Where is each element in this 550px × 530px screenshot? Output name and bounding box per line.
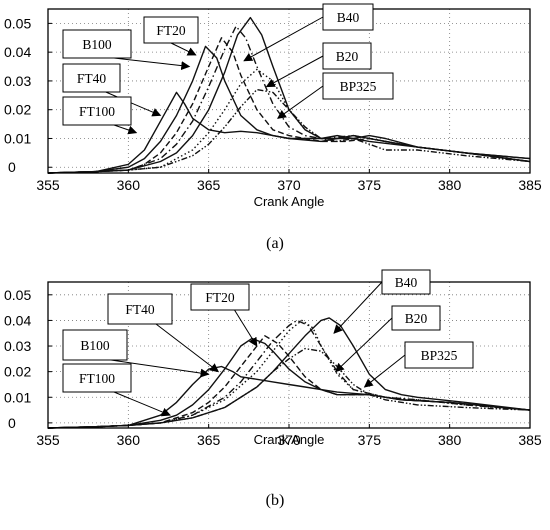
callout-label-ft20: FT20 [205, 290, 235, 305]
callout-label-b100: B100 [82, 37, 112, 52]
callout-arrow [113, 124, 138, 135]
x-tick-label: 360 [117, 177, 141, 193]
x-tick-label: 365 [197, 432, 221, 448]
x-tick-label: 365 [197, 177, 221, 193]
callout-box [62, 363, 132, 393]
callout-box [62, 29, 132, 59]
y-tick-label: 0.03 [4, 73, 31, 89]
x-tick-label: 370 [277, 177, 301, 193]
y-tick-label: 0.01 [4, 389, 31, 405]
x-tick-label: 355 [36, 177, 60, 193]
callout-box [190, 283, 250, 311]
callout-arrow [155, 323, 220, 373]
callout-label-b40: B40 [395, 275, 418, 290]
callout-label-bp325: BP325 [421, 348, 458, 363]
callout-arrow [333, 281, 383, 334]
series-line-b100 [47, 37, 531, 174]
x-tick-label: 355 [36, 432, 60, 448]
callout-label-ft100: FT100 [79, 371, 115, 386]
callout-box [62, 96, 132, 126]
x-tick-label: 385 [518, 177, 542, 193]
callout-label-b100: B100 [80, 338, 110, 353]
panel-label: (b) [266, 492, 285, 509]
callout-box [404, 341, 474, 369]
y-tick-label: 0.02 [4, 102, 31, 118]
callout-box [107, 293, 173, 325]
series-line-ft40 [47, 45, 531, 174]
callout-box [381, 269, 431, 295]
callout-arrow [105, 91, 162, 117]
callout-arrow [170, 42, 197, 56]
y-tick-label: 0.04 [4, 44, 31, 60]
series-line-bp325 [47, 347, 531, 429]
callout-arrow [334, 317, 393, 373]
callout-box [62, 329, 128, 361]
callout-arrow [113, 57, 191, 71]
callout-label-ft40: FT40 [77, 71, 107, 86]
callout-box [391, 305, 441, 331]
x-tick-label: 385 [518, 432, 542, 448]
y-tick-label: 0.04 [4, 312, 31, 328]
series-line-ft20 [47, 25, 531, 174]
callout-label-b40: B40 [337, 10, 360, 25]
x-axis-title: Crank Angle [254, 432, 325, 447]
x-tick-label: 360 [117, 432, 141, 448]
y-tick-label: 0.02 [4, 364, 31, 380]
callout-arrow [113, 391, 171, 417]
y-tick-label: 0.05 [4, 287, 31, 303]
x-tick-label: 375 [358, 177, 382, 193]
callout-label-ft40: FT40 [125, 302, 155, 317]
x-axis-title: Crank Angle [254, 194, 325, 209]
x-tick-label: 370 [277, 432, 301, 448]
callout-box [322, 72, 394, 100]
callout-arrow [110, 359, 210, 378]
y-tick-label: 0.01 [4, 130, 31, 146]
callout-arrow [265, 55, 324, 88]
x-tick-label: 375 [358, 432, 382, 448]
series-line-b20 [47, 319, 531, 429]
series-line-b40 [47, 317, 531, 429]
callout-arrow [363, 354, 406, 388]
callout-box [322, 42, 372, 70]
callout-arrow [234, 309, 258, 347]
series-line-b40 [47, 16, 531, 174]
series-line-bp325 [47, 88, 531, 174]
y-tick-label: 0.05 [4, 15, 31, 31]
panel-label: (a) [266, 235, 284, 252]
callout-label-b20: B20 [336, 49, 359, 64]
callout-label-ft20: FT20 [156, 23, 186, 38]
callout-label-bp325: BP325 [340, 79, 377, 94]
y-tick-label: 0 [8, 415, 16, 431]
callout-box [322, 3, 374, 31]
x-tick-label: 380 [438, 177, 462, 193]
callout-arrow [243, 16, 324, 62]
callout-label-b20: B20 [405, 311, 428, 326]
y-tick-label: 0.03 [4, 338, 31, 354]
y-tick-label: 0 [8, 159, 16, 175]
callout-label-ft100: FT100 [79, 104, 115, 119]
x-tick-label: 380 [438, 432, 462, 448]
callout-box [62, 63, 121, 93]
panel-a: 355 360 365 370 375 380 385 0 0.01 0.02 0.03 0.04 0.… [4, 3, 542, 252]
panel-b: 355 360 365 370 375 380 385 0 0.01 0.02 0.03 0.04 0.… [4, 269, 542, 509]
callout-arrow [277, 85, 324, 119]
